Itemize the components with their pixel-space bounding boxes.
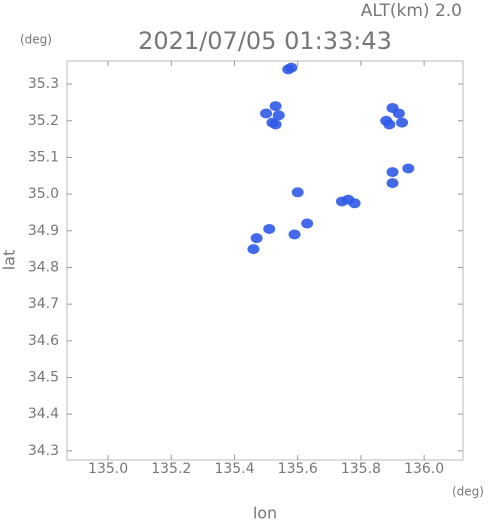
altitude-label: ALT(km) 2.0 [361,1,462,21]
y-tick-label: 34.5 [28,369,59,385]
y-tick-label: 34.3 [28,443,59,459]
radar-echo [386,178,399,189]
radar-echo [392,108,405,119]
radar-echo [269,119,282,130]
x-unit: (deg) [452,485,484,499]
radar-echo [383,119,396,130]
x-tick-label: 135.0 [88,461,128,477]
x-tick-label: 135.6 [278,461,318,477]
radar-echo [396,117,409,128]
radar-echo [402,163,415,174]
y-tick-label: 35.1 [28,149,59,165]
plot-frame [66,60,464,461]
radar-echo [301,218,314,229]
radar-echo [291,187,304,198]
x-tick-label: 135.2 [151,461,191,477]
y-tick-label: 34.6 [28,333,59,349]
radar-echo [263,223,276,234]
y-tick-label: 34.9 [28,223,59,239]
y-tick-label: 34.4 [28,406,59,422]
radar-echo [348,198,361,209]
y-unit: (deg) [20,33,52,47]
y-axis-label: lat [0,250,19,271]
y-tick-label: 35.2 [28,113,59,129]
radar-echo [269,101,282,112]
y-tick-label: 35.0 [28,186,59,202]
radar-echo [260,108,273,119]
y-tick-label: 35.3 [28,76,59,92]
x-tick-label: 136.0 [404,461,444,477]
radar-echo [272,110,285,121]
x-tick-label: 135.8 [341,461,381,477]
y-tick-label: 34.8 [28,259,59,275]
radar-echo [288,229,301,240]
radar-echo [386,167,399,178]
x-tick-label: 135.4 [214,461,254,477]
y-tick-label: 34.7 [28,296,59,312]
radar-echo [285,62,298,73]
radar-echo [247,244,260,255]
chart-title: 2021/07/05 01:33:43 [138,27,392,55]
x-axis-label: lon [253,504,277,521]
radar-echo [250,233,263,244]
